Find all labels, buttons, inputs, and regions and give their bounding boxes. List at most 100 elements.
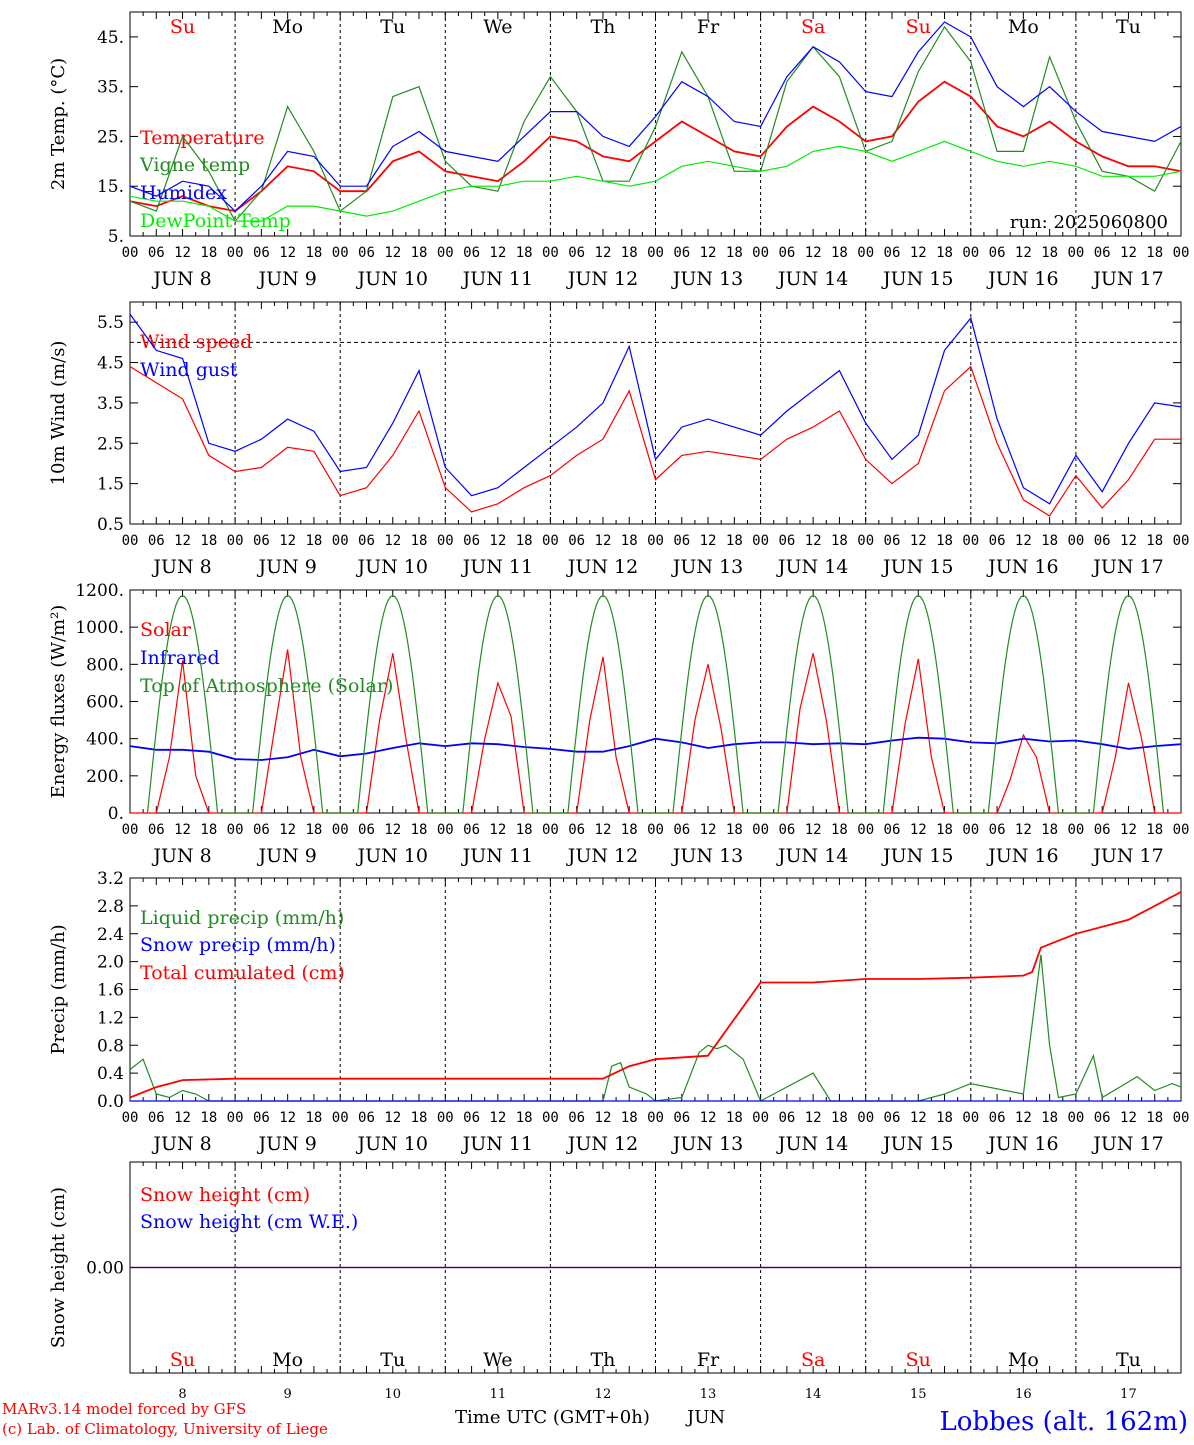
hour-label: 00 [437, 1110, 454, 1126]
day-name: Mo [1008, 16, 1039, 38]
hour-label: 18 [1041, 245, 1058, 261]
hour-label: 18 [936, 245, 953, 261]
panel-frame [129, 589, 1182, 814]
hour-label: 18 [200, 822, 217, 838]
hour-label: 06 [1094, 1110, 1111, 1126]
hour-label: 12 [595, 533, 612, 549]
hour-label: 00 [1067, 1110, 1084, 1126]
day-name: Su [170, 16, 195, 38]
date-label: JUN 14 [776, 556, 848, 578]
date-label: JUN 9 [256, 268, 316, 290]
hour-label: 00 [647, 245, 664, 261]
hour-label: 06 [884, 1110, 901, 1126]
hour-label: 12 [279, 822, 296, 838]
y-tick-label: 4.5 [97, 354, 124, 374]
hour-label: 12 [1015, 533, 1032, 549]
hour-label: 18 [516, 533, 533, 549]
date-label: JUN 8 [151, 1133, 211, 1155]
date-label: JUN 10 [356, 1133, 428, 1155]
x-axis-month: JUN [685, 1407, 725, 1428]
hour-label: 12 [595, 1110, 612, 1126]
hour-label: 00 [1067, 533, 1084, 549]
day-number: 11 [490, 1387, 507, 1402]
hour-label: 06 [463, 245, 480, 261]
hour-label: 06 [673, 245, 690, 261]
day-name: Su [906, 1349, 931, 1371]
hour-label: 12 [1120, 822, 1137, 838]
hour-label: 00 [542, 1110, 559, 1126]
hour-label: 00 [332, 822, 349, 838]
series-line [129, 365, 1181, 517]
hour-label: 06 [778, 245, 795, 261]
series-line [129, 80, 1182, 213]
hour-label: 00 [332, 533, 349, 549]
series-line [146, 594, 1165, 814]
hour-label: 06 [884, 822, 901, 838]
hour-label: 00 [542, 822, 559, 838]
panel-wind: 0.5 1.5 2.5 3.5 4.5 5.5 10m Wind (m/s) Wind spe… [48, 301, 1189, 578]
hour-label: 06 [148, 822, 165, 838]
hour-label: 00 [1067, 822, 1084, 838]
hour-label: 06 [358, 245, 375, 261]
series-line [129, 891, 1182, 1099]
date-label: JUN 15 [881, 268, 953, 290]
hour-label: 18 [936, 822, 953, 838]
hour-label: 00 [752, 245, 769, 261]
date-label: JUN 17 [1091, 556, 1163, 578]
hour-label: 12 [384, 245, 401, 261]
panel-energy: 0. 200. 400. 600. 800. 1000. 1200. Energy fluxe… [48, 581, 1189, 867]
hour-label: 00 [227, 245, 244, 261]
hour-label: 00 [122, 533, 139, 549]
y-tick-label: 1200. [75, 581, 124, 601]
hour-label: 00 [332, 1110, 349, 1126]
day-name: Tu [1116, 16, 1141, 38]
hour-label: 12 [700, 245, 717, 261]
hour-label: 06 [568, 1110, 585, 1126]
date-label: JUN 16 [986, 556, 1058, 578]
hour-label: 18 [726, 533, 743, 549]
y-tick-label: 5. [108, 227, 124, 247]
hour-label: 18 [305, 533, 322, 549]
y-tick-label: 1000. [75, 618, 124, 638]
hour-label: 00 [227, 1110, 244, 1126]
date-label: JUN 13 [671, 845, 743, 867]
hour-label: 12 [1120, 533, 1137, 549]
day-name: We [483, 1349, 512, 1371]
hour-label: 06 [884, 245, 901, 261]
hour-label: 06 [148, 245, 165, 261]
series-line [129, 313, 1182, 505]
y-tick-label: 1.2 [97, 1008, 124, 1028]
day-name: Mo [1008, 1349, 1039, 1371]
legend-entry: Temperature [140, 127, 264, 149]
hour-label: 06 [1094, 822, 1111, 838]
legend-entry: Snow height (cm) [140, 1184, 310, 1206]
y-tick-label: 400. [86, 730, 124, 750]
date-label: JUN 15 [881, 556, 953, 578]
hour-label: 12 [174, 245, 191, 261]
day-number: 9 [284, 1387, 292, 1402]
hour-label: 18 [1146, 245, 1163, 261]
legend-entry: DewPoint Temp [140, 210, 291, 232]
date-label: JUN 14 [776, 1133, 848, 1155]
day-number: 12 [595, 1387, 612, 1402]
hour-label: 12 [279, 1110, 296, 1126]
hour-label: 12 [384, 822, 401, 838]
hour-label: 00 [857, 245, 874, 261]
hour-label: 18 [200, 533, 217, 549]
hour-label: 00 [1173, 1110, 1190, 1126]
y-axis-label: 2m Temp. (°C) [48, 58, 69, 190]
hour-label: 06 [463, 1110, 480, 1126]
hour-label: 00 [962, 822, 979, 838]
hour-label: 00 [122, 1110, 139, 1126]
date-label: JUN 12 [566, 556, 638, 578]
hour-label: 12 [384, 533, 401, 549]
legend-entry: Vigne temp [139, 154, 250, 176]
day-name: We [483, 16, 512, 38]
day-name: Fr [697, 16, 720, 38]
hour-label: 06 [989, 245, 1006, 261]
hour-label: 18 [726, 1110, 743, 1126]
date-label: JUN 15 [881, 1133, 953, 1155]
hour-label: 12 [279, 245, 296, 261]
hour-label: 00 [122, 822, 139, 838]
hour-label: 18 [411, 245, 428, 261]
